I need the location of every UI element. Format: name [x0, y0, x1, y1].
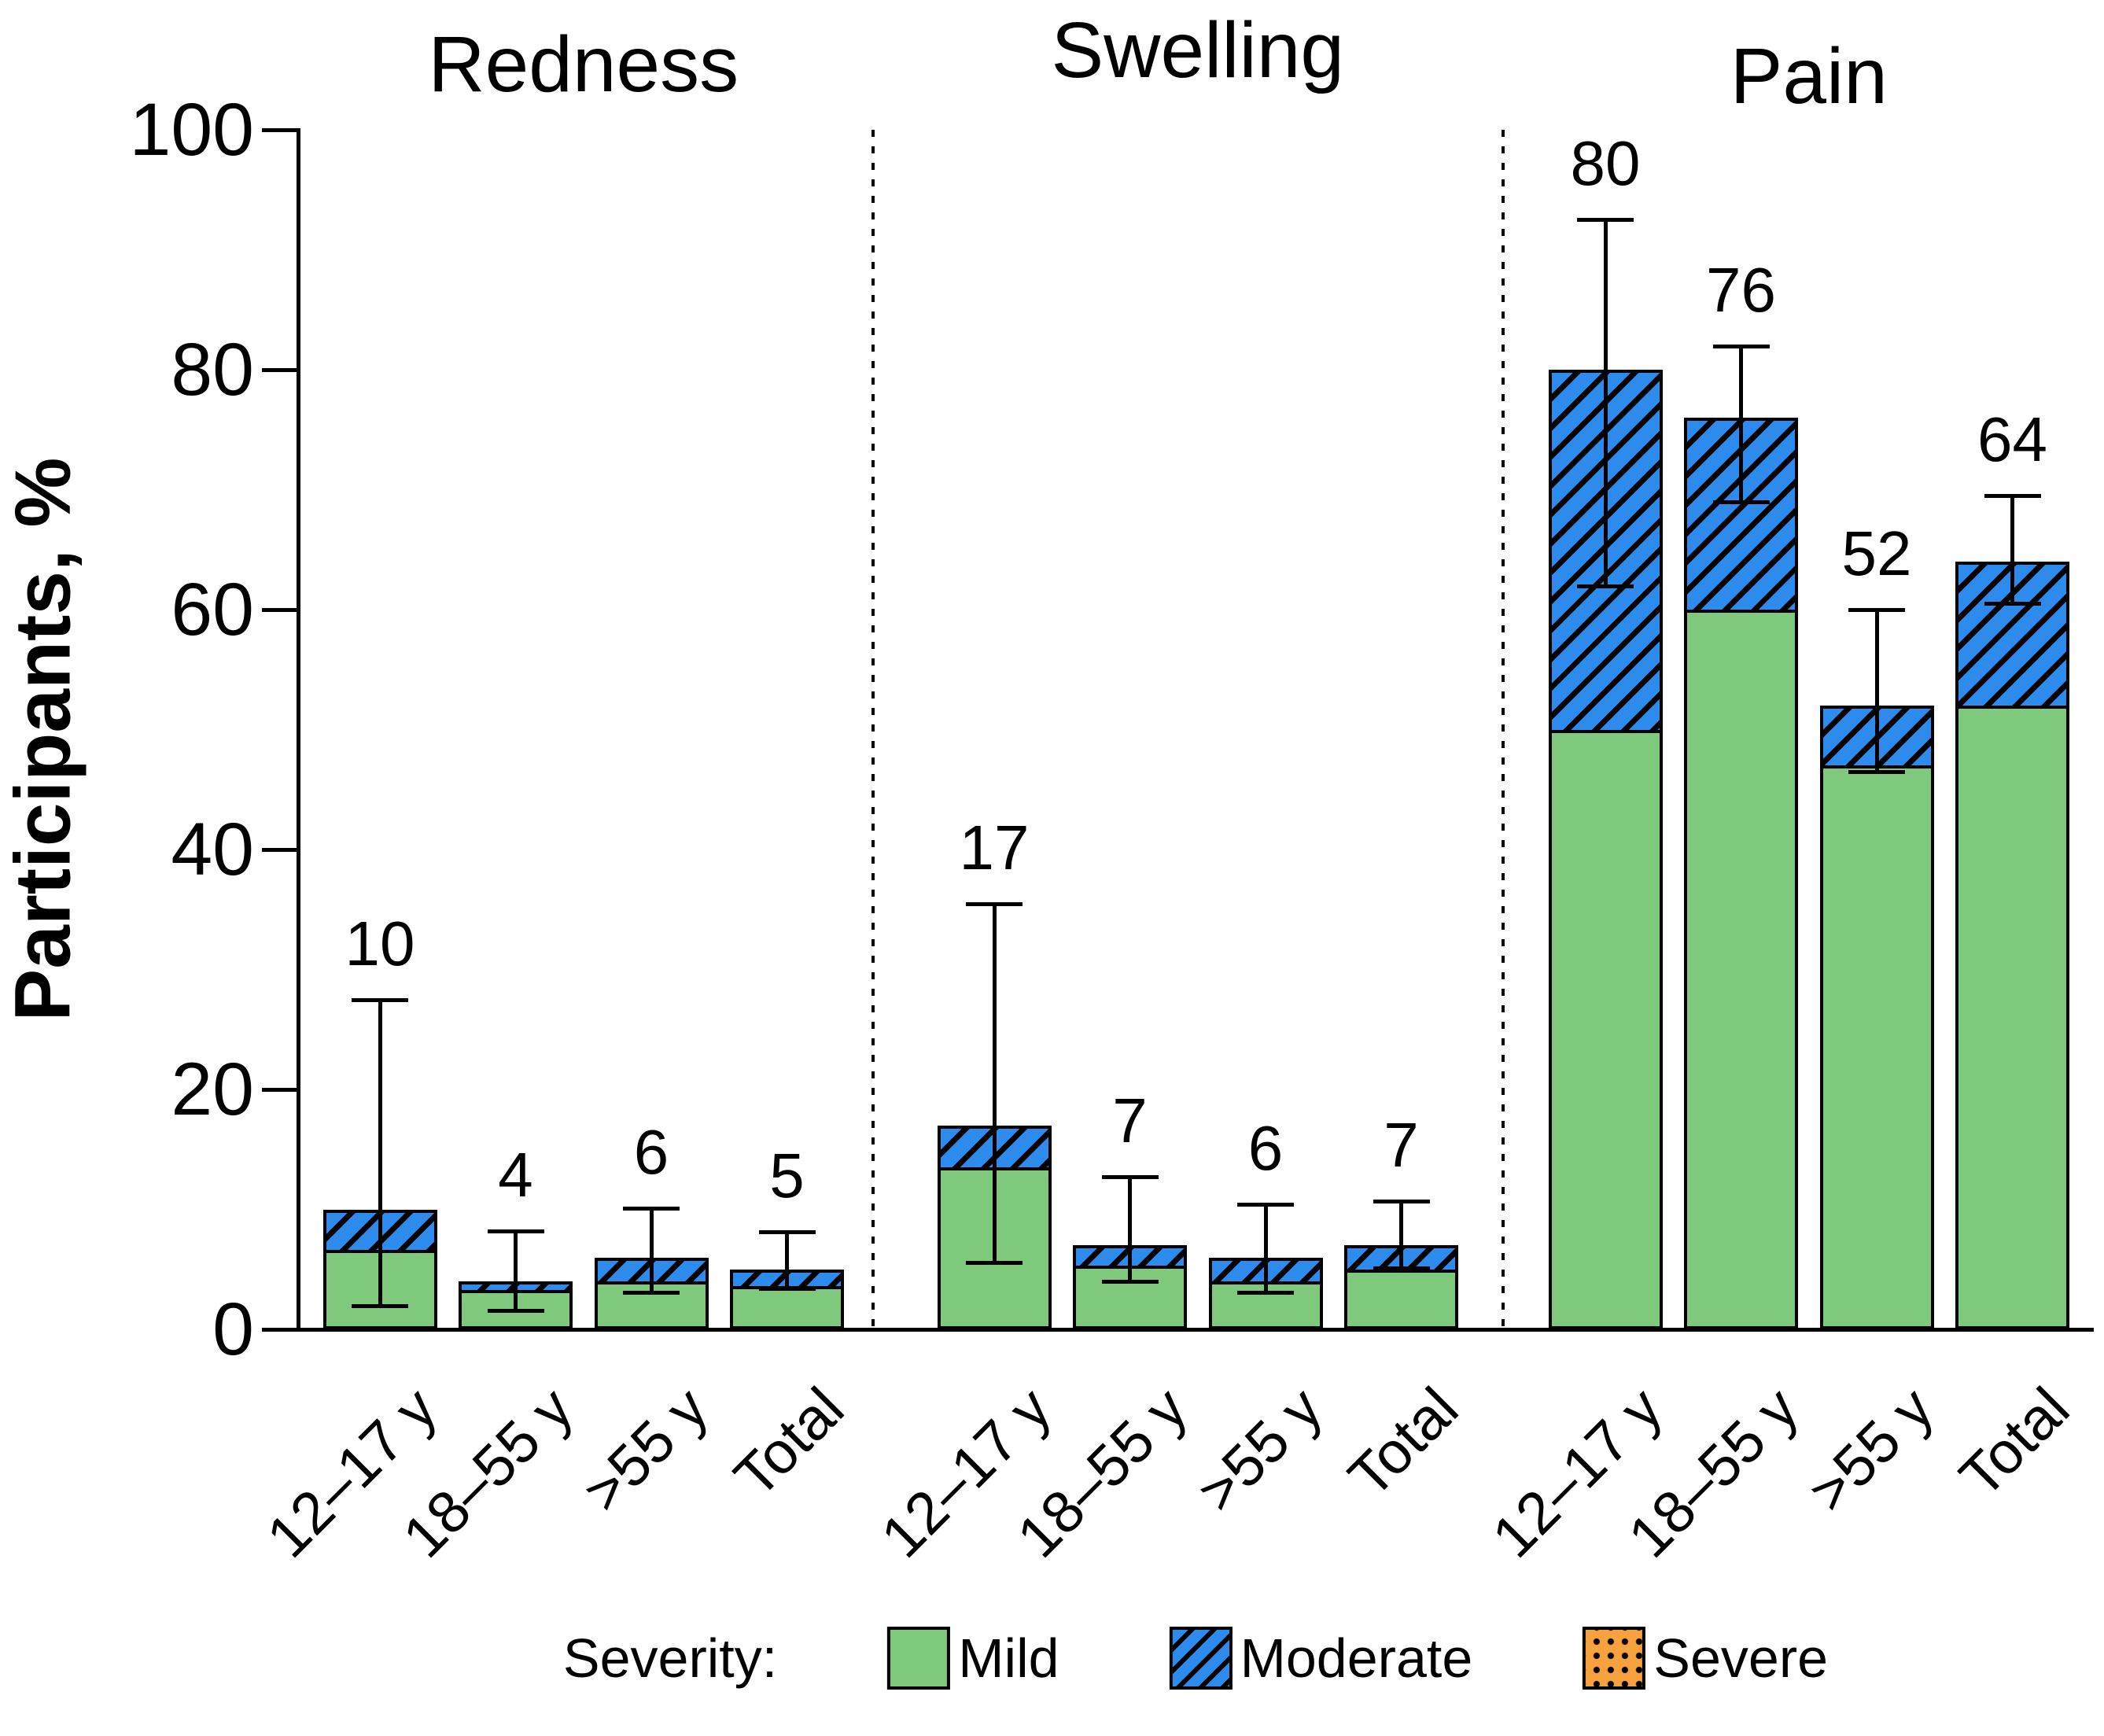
error-bar-upper-cap — [487, 1229, 544, 1233]
error-bar-lower-cap — [1848, 769, 1905, 774]
bar-value-label: 17 — [959, 812, 1030, 883]
panel-title: Swelling — [1051, 6, 1344, 94]
error-bar-lower-cap — [1984, 602, 2041, 606]
error-bar-lower-cap — [1237, 1290, 1294, 1295]
y-axis-line — [297, 128, 300, 1332]
legend-swatch-severe — [1583, 1627, 1646, 1690]
error-bar-upper-cap — [623, 1206, 680, 1211]
y-tick-mark — [262, 1328, 300, 1332]
y-tick-mark — [262, 848, 300, 852]
bar-mild-segment — [1548, 729, 1663, 1329]
legend-item-label: Severe — [1653, 1627, 1829, 1689]
error-bar-lower-cap — [1577, 584, 1634, 588]
error-bar-line — [649, 1207, 654, 1292]
x-axis-label: Total — [721, 1374, 857, 1510]
panel-divider — [1502, 130, 1505, 1329]
error-bar-upper-cap — [1373, 1199, 1430, 1203]
legend-swatch-moderate — [1169, 1627, 1233, 1690]
legend-item: Severe — [1583, 1627, 1828, 1690]
bar-mild-segment — [1955, 706, 2069, 1329]
legend-item: Moderate — [1169, 1627, 1473, 1690]
bar-value-label: 64 — [1977, 404, 2047, 475]
y-tick-mark — [262, 608, 300, 612]
error-bar-upper-cap — [758, 1230, 816, 1235]
error-bar-line — [378, 999, 382, 1306]
error-bar-lower-cap — [352, 1303, 408, 1308]
panel-title: Pain — [1730, 32, 1888, 120]
bar-value-label: 10 — [345, 908, 415, 979]
error-bar-line — [1739, 345, 1743, 502]
error-bar-upper-cap — [1984, 494, 2041, 499]
legend: Severity: Mild Moderate Severe — [563, 1627, 1828, 1690]
x-axis-label: >55 y — [1185, 1374, 1336, 1525]
y-tick-label: 60 — [171, 568, 254, 651]
bar-value-label: 80 — [1570, 128, 1641, 199]
error-bar-lower-cap — [1373, 1266, 1430, 1271]
error-bar-line — [785, 1232, 789, 1289]
legend-item-label: Mild — [958, 1627, 1059, 1689]
bar — [1684, 418, 1798, 1329]
bar-mild-segment — [730, 1286, 844, 1329]
y-tick-mark — [262, 1088, 300, 1092]
error-bar-upper-cap — [1848, 608, 1905, 612]
legend-item-label: Moderate — [1240, 1627, 1473, 1689]
bar — [1819, 706, 1934, 1329]
panel-divider — [871, 130, 875, 1329]
legend-swatch-mild — [887, 1627, 951, 1690]
legend-title: Severity: — [562, 1627, 778, 1689]
error-bar-lower-cap — [758, 1287, 816, 1292]
x-axis-line — [297, 1328, 2094, 1332]
x-axis-label: >55 y — [1796, 1374, 1947, 1525]
x-axis-label: >55 y — [570, 1374, 721, 1525]
panel-title: Redness — [428, 20, 739, 109]
bar-value-label: 6 — [1247, 1113, 1284, 1184]
y-tick-mark — [262, 128, 300, 132]
y-tick-label: 80 — [171, 328, 254, 411]
error-bar-line — [514, 1230, 518, 1310]
bar-mild-segment — [1819, 765, 1934, 1329]
bar-value-label: 7 — [1112, 1085, 1148, 1156]
error-bar-upper-cap — [966, 901, 1023, 906]
error-bar-line — [1399, 1200, 1403, 1269]
error-bar-upper-cap — [1577, 218, 1634, 223]
error-bar-upper-cap — [1712, 344, 1770, 348]
error-bar-line — [1603, 219, 1608, 586]
y-tick-label: 100 — [129, 88, 254, 171]
bar-value-label: 6 — [633, 1116, 669, 1187]
y-tick-label: 20 — [171, 1048, 254, 1131]
bar-value-label: 76 — [1706, 254, 1776, 325]
error-bar-upper-cap — [1101, 1175, 1159, 1180]
error-bar-lower-cap — [1712, 499, 1770, 504]
y-tick-mark — [262, 368, 300, 372]
error-bar-line — [1874, 610, 1879, 772]
bar-value-label: 7 — [1384, 1109, 1419, 1180]
error-bar-line — [992, 903, 997, 1262]
x-axis-label: Total — [1336, 1374, 1471, 1510]
bar-mild-segment — [1344, 1269, 1458, 1329]
error-bar-upper-cap — [1237, 1203, 1294, 1207]
y-tick-label: 40 — [171, 808, 254, 891]
error-bar-line — [1263, 1204, 1268, 1292]
error-bar-lower-cap — [966, 1260, 1023, 1265]
error-bar-line — [1128, 1177, 1132, 1281]
error-bar-upper-cap — [352, 997, 408, 1002]
error-bar-line — [2010, 496, 2014, 604]
bar-value-label: 4 — [498, 1139, 533, 1210]
legend-item: Mild — [887, 1627, 1059, 1690]
error-bar-lower-cap — [623, 1290, 680, 1295]
error-bar-lower-cap — [487, 1308, 544, 1313]
y-tick-label: 0 — [212, 1288, 254, 1371]
bar-value-label: 52 — [1841, 518, 1912, 588]
bar — [1955, 562, 2069, 1329]
bar-value-label: 5 — [769, 1141, 805, 1211]
bar-mild-segment — [1684, 610, 1798, 1329]
error-bar-lower-cap — [1101, 1280, 1159, 1284]
x-axis-label: Total — [1947, 1374, 2082, 1510]
